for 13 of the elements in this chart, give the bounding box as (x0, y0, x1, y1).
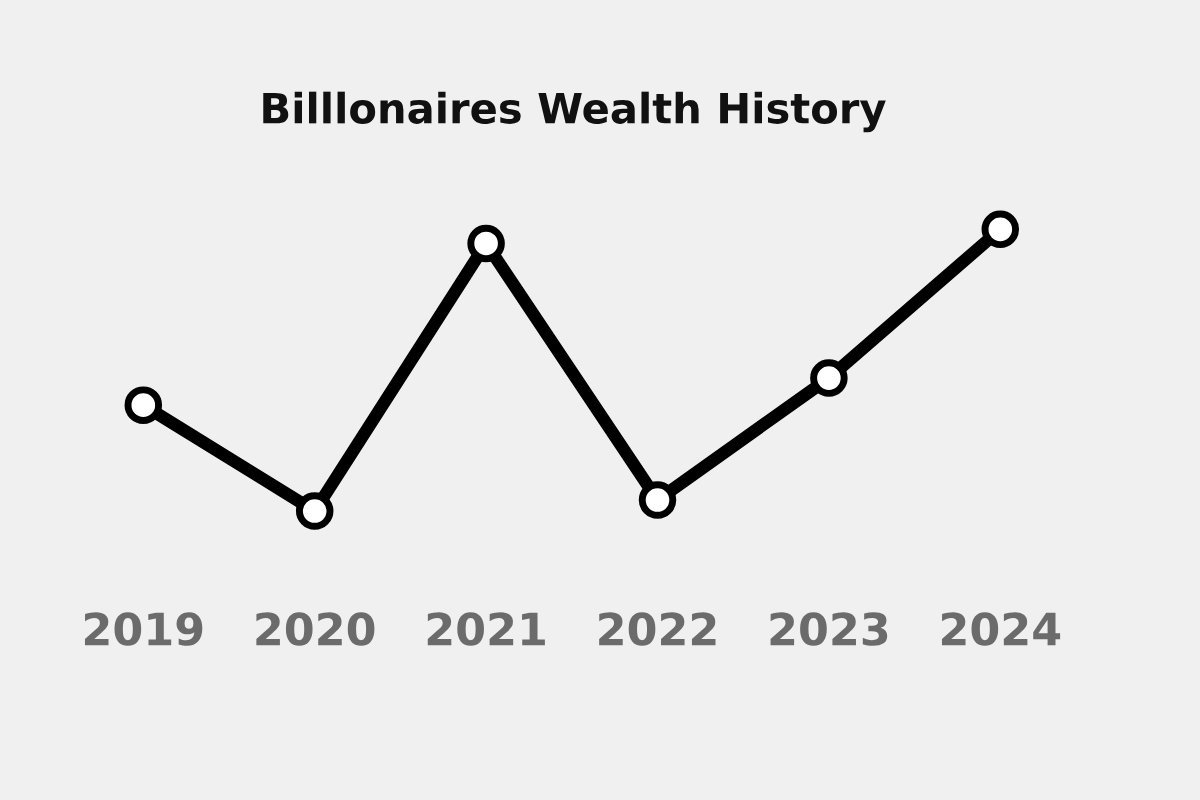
x-tick-label: 2020 (256, 612, 375, 646)
point (295, 492, 334, 530)
x-tick-label: 2023 (770, 612, 888, 646)
chart-title: Billlonaires Wealth History (263, 91, 886, 133)
point (810, 359, 848, 397)
point (638, 481, 677, 519)
x-tick-label: 2019 (84, 612, 203, 646)
x-tick-label: 2021 (427, 612, 545, 646)
point (124, 386, 163, 424)
x-tick-label: 2022 (599, 612, 716, 646)
point (467, 224, 505, 263)
point (981, 210, 1020, 249)
x-tick-label: 2024 (941, 612, 1061, 646)
